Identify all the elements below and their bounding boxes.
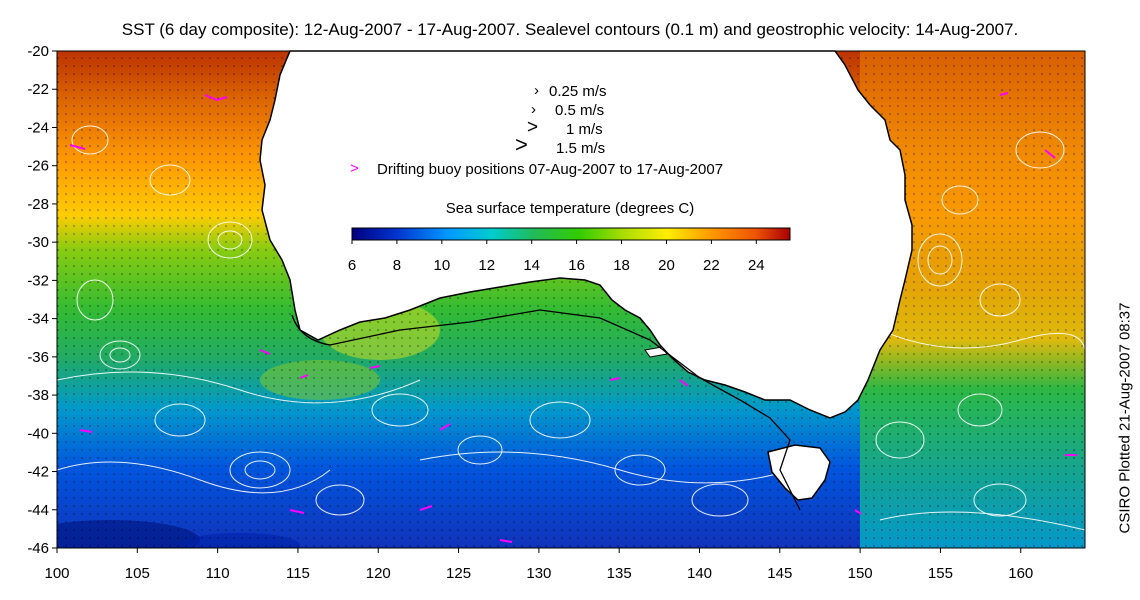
x-tick-label: 145 (767, 565, 792, 582)
y-axis: -20 -22 -24 -26 -28 -30 -32 -34 -36 -38 -40 -42 -44 -… (27, 43, 57, 557)
x-tick-label: 140 (687, 565, 712, 582)
colorbar-tick-label: 24 (748, 257, 765, 274)
colorbar-tick-label: 14 (523, 257, 540, 274)
map-title: SST (6 day composite): 12-Aug-2007 - 17-… (121, 20, 1019, 39)
x-tick-label: 120 (366, 565, 391, 582)
y-tick-label: -24 (27, 119, 49, 136)
velocity-legend-label: 0.5 m/s (555, 102, 604, 119)
arrow-icon-0.5: › (531, 101, 536, 118)
colorbar-tick-label: 22 (703, 257, 720, 274)
colorbar-tick-label: 12 (478, 257, 495, 274)
colorbar-title: Sea surface temperature (degrees C) (446, 200, 694, 217)
x-tick-label: 155 (928, 565, 953, 582)
x-tick-label: 115 (286, 565, 310, 582)
x-tick-label: 150 (848, 565, 873, 582)
x-tick-label: 125 (446, 565, 471, 582)
velocity-legend-label: 0.25 m/s (549, 83, 607, 100)
y-tick-label: -20 (27, 43, 49, 60)
colorbar-tick-label: 10 (434, 257, 451, 274)
credit-label: CSIRO Plotted 21-Aug-2007 08:37 (1116, 302, 1134, 534)
plot-frame (56, 50, 1086, 549)
y-tick-label: -46 (27, 540, 49, 557)
y-tick-label: -22 (27, 81, 49, 98)
y-tick-label: -36 (27, 349, 49, 366)
y-tick-label: -30 (27, 234, 49, 251)
x-tick-label: 105 (125, 565, 150, 582)
y-tick-label: -32 (27, 272, 49, 289)
buoy-tracks (69, 92, 1077, 543)
x-tick-label: 110 (206, 565, 230, 582)
y-tick-label: -38 (27, 387, 49, 404)
colorbar-tick-label: 16 (568, 257, 585, 274)
x-tick-label: 130 (526, 565, 551, 582)
colorbar-tick-label: 6 (348, 257, 356, 274)
y-tick-label: -26 (27, 158, 49, 175)
colorbar-tick-label: 18 (613, 257, 630, 274)
y-tick-label: -42 (27, 464, 49, 481)
velocity-legend: › 0.25 m/s › 0.5 m/s > 1 m/s > 1.5 m/s >… (350, 82, 723, 178)
buoy-legend-label: Drifting buoy positions 07-Aug-2007 to 1… (377, 161, 723, 178)
buoy-marker-icon: > (350, 160, 359, 177)
arrow-icon-1: > (527, 117, 538, 138)
colorbar-tick-label: 20 (658, 257, 675, 274)
x-tick-label: 135 (607, 565, 632, 582)
x-tick-label: 100 (44, 565, 69, 582)
x-axis: 100 105 110 115 120 125 130 135 140 145 150 155 160 (44, 548, 1033, 582)
arrow-icon-0.25: › (534, 82, 539, 99)
y-tick-label: -44 (27, 502, 49, 519)
colorbar-ticks: 6 8 10 12 14 16 18 20 22 24 (348, 240, 765, 274)
velocity-legend-label: 1 m/s (566, 121, 603, 138)
velocity-legend-label: 1.5 m/s (556, 140, 605, 157)
y-tick-label: -28 (27, 196, 49, 213)
sealevel-contours (57, 125, 1085, 531)
colorbar: Sea surface temperature (degrees C) 6 8 10… (348, 200, 791, 274)
y-tick-label: -40 (27, 425, 49, 442)
y-tick-label: -34 (27, 311, 49, 328)
colorbar-tick-label: 8 (393, 257, 401, 274)
x-tick-label: 160 (1008, 565, 1033, 582)
arrow-icon-1.5: > (515, 132, 528, 157)
